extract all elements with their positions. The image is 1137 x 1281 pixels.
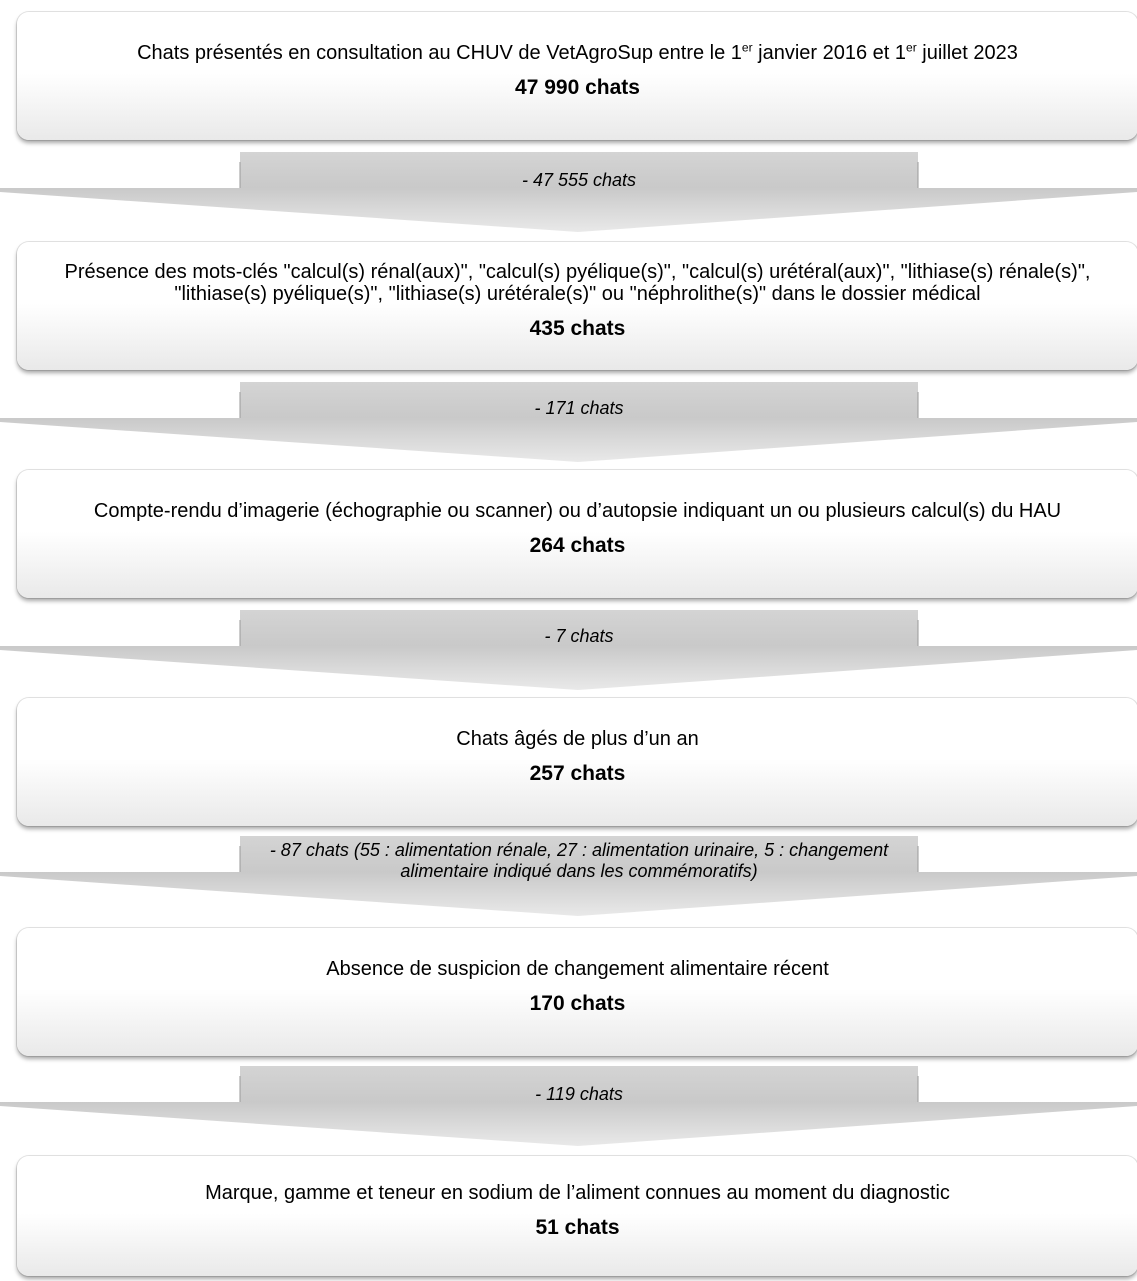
step-count-1: 47 990 chats xyxy=(515,76,640,99)
step-label-6: Marque, gamme et teneur en sodium de l’a… xyxy=(205,1182,950,1204)
exclusion-label-2: - 171 chats xyxy=(534,398,624,418)
step-count-2: 435 chats xyxy=(529,317,626,340)
exclusion-label-1: - 47 555 chats xyxy=(521,170,637,190)
step-label-1: Chats présentés en consultation au CHUV … xyxy=(137,40,1018,64)
step-label-4: Chats âgés de plus d’un an xyxy=(456,728,699,750)
step-count-5: 170 chats xyxy=(529,992,626,1015)
exclusion-arrow-5: - 119 chats xyxy=(0,1066,1137,1146)
step-label-3: Compte-rendu d’imagerie (échographie ou … xyxy=(93,500,1062,522)
exclusion-label-4: - 87 chats (55 : alimentation rénale, 27… xyxy=(269,840,889,881)
step-box-4: Chats âgés de plus d’un an 257 chats xyxy=(17,698,1137,826)
exclusion-label-3: - 7 chats xyxy=(544,626,614,646)
step-box-5: Absence de suspicion de changement alime… xyxy=(17,928,1137,1056)
exclusion-label-5: - 119 chats xyxy=(535,1084,623,1104)
step-count-3: 264 chats xyxy=(529,534,626,557)
step-box-1: Chats présentés en consultation au CHUV … xyxy=(17,12,1137,140)
arrow-shape-3 xyxy=(0,610,1137,690)
exclusion-arrow-4: - 87 chats (55 : alimentation rénale, 27… xyxy=(0,836,1137,916)
exclusion-arrow-2: - 171 chats xyxy=(0,382,1137,462)
step-box-2: Présence des mots-clés "calcul(s) rénal(… xyxy=(17,242,1137,370)
exclusion-arrow-1: - 47 555 chats xyxy=(0,152,1137,232)
arrow-shape-1 xyxy=(0,152,1137,232)
exclusion-arrow-3: - 7 chats xyxy=(0,610,1137,690)
step-box-3: Compte-rendu d’imagerie (échographie ou … xyxy=(17,470,1137,598)
step-label-2: Présence des mots-clés "calcul(s) rénal(… xyxy=(64,261,1091,305)
arrow-shape-5 xyxy=(0,1066,1137,1146)
step-count-6: 51 chats xyxy=(535,1216,620,1239)
arrow-shape-4 xyxy=(0,836,1137,916)
step-box-6: Marque, gamme et teneur en sodium de l’a… xyxy=(17,1156,1137,1276)
step-label-5: Absence de suspicion de changement alime… xyxy=(326,958,829,980)
arrow-shape-2 xyxy=(0,382,1137,462)
step-count-4: 257 chats xyxy=(529,762,626,785)
